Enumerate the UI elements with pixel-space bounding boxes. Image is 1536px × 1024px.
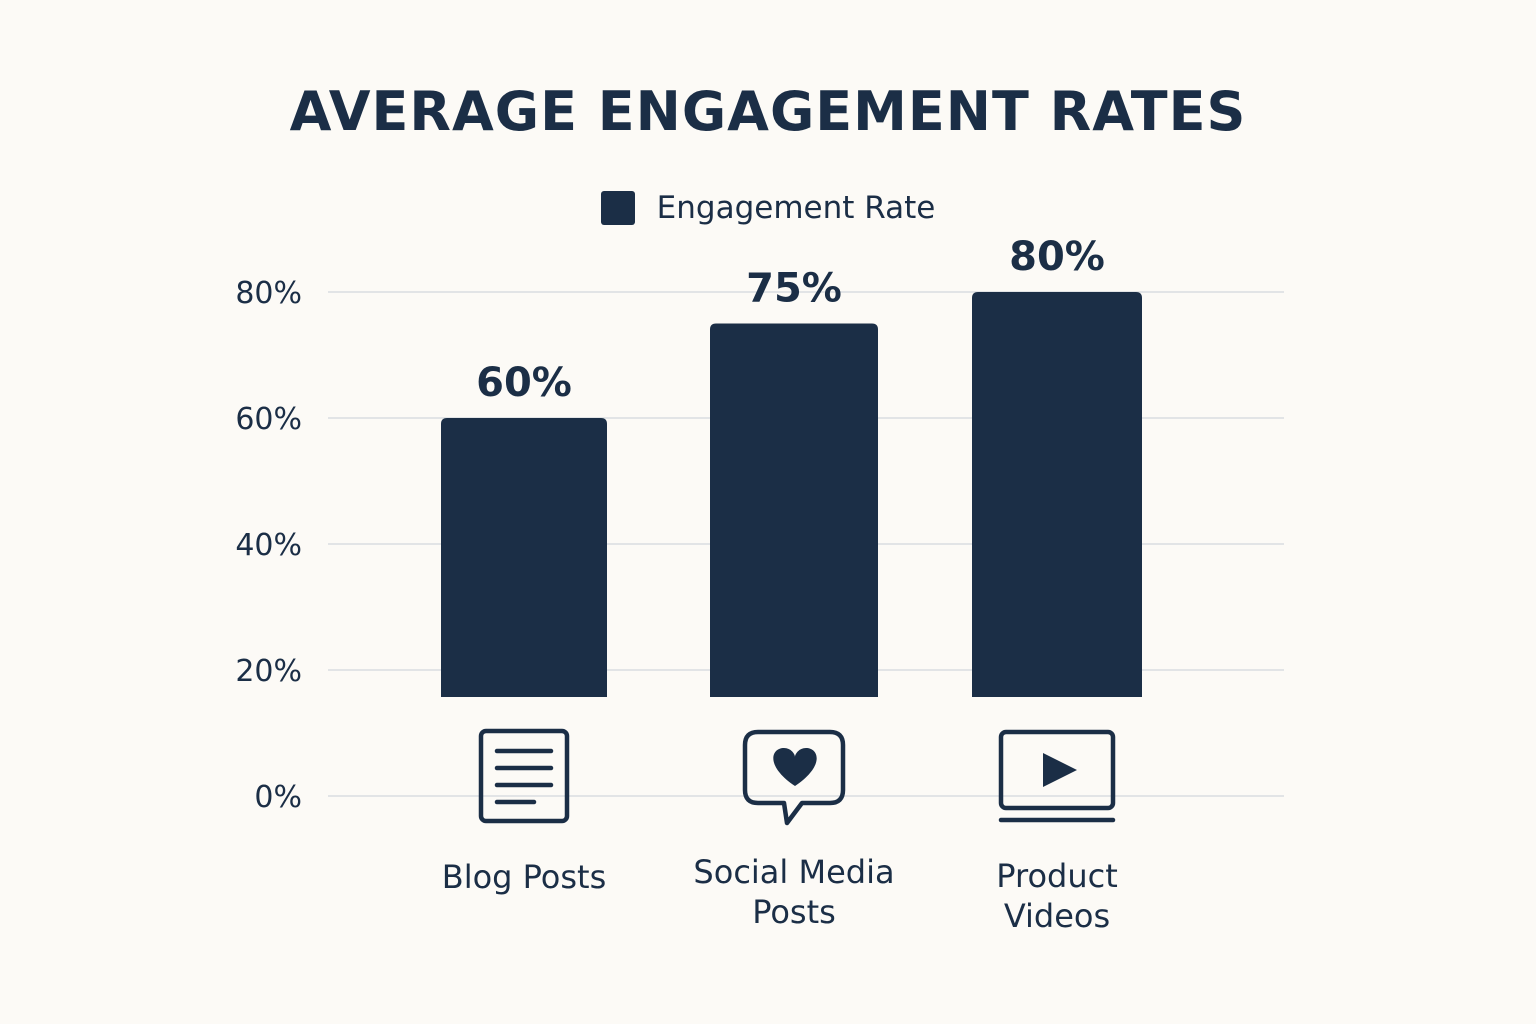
- heart-speech-bubble-icon: [742, 729, 846, 826]
- video-play-icon: [998, 729, 1116, 823]
- bar: [710, 323, 878, 697]
- x-category-label: Blog Posts: [442, 858, 607, 896]
- bar-value-label: 75%: [746, 266, 842, 312]
- y-tick-label: 0%: [254, 780, 302, 815]
- x-category-label: Product Videos: [996, 857, 1118, 935]
- legend: Engagement Rate: [0, 190, 1536, 226]
- y-tick-label: 40%: [235, 528, 302, 563]
- legend-swatch: [600, 191, 635, 225]
- y-tick-label: 80%: [235, 276, 302, 311]
- document-icon: [478, 728, 570, 824]
- bar: [972, 292, 1142, 697]
- bar-value-label: 80%: [1009, 234, 1105, 280]
- x-category-label: Social Media Posts: [693, 853, 894, 931]
- y-tick-label: 60%: [235, 402, 302, 437]
- y-tick-label: 20%: [235, 654, 302, 689]
- bar-value-label: 60%: [476, 360, 572, 406]
- chart-title: AVERAGE ENGAGEMENT RATES: [289, 80, 1247, 143]
- bar: [441, 418, 607, 697]
- legend-label: Engagement Rate: [656, 190, 936, 226]
